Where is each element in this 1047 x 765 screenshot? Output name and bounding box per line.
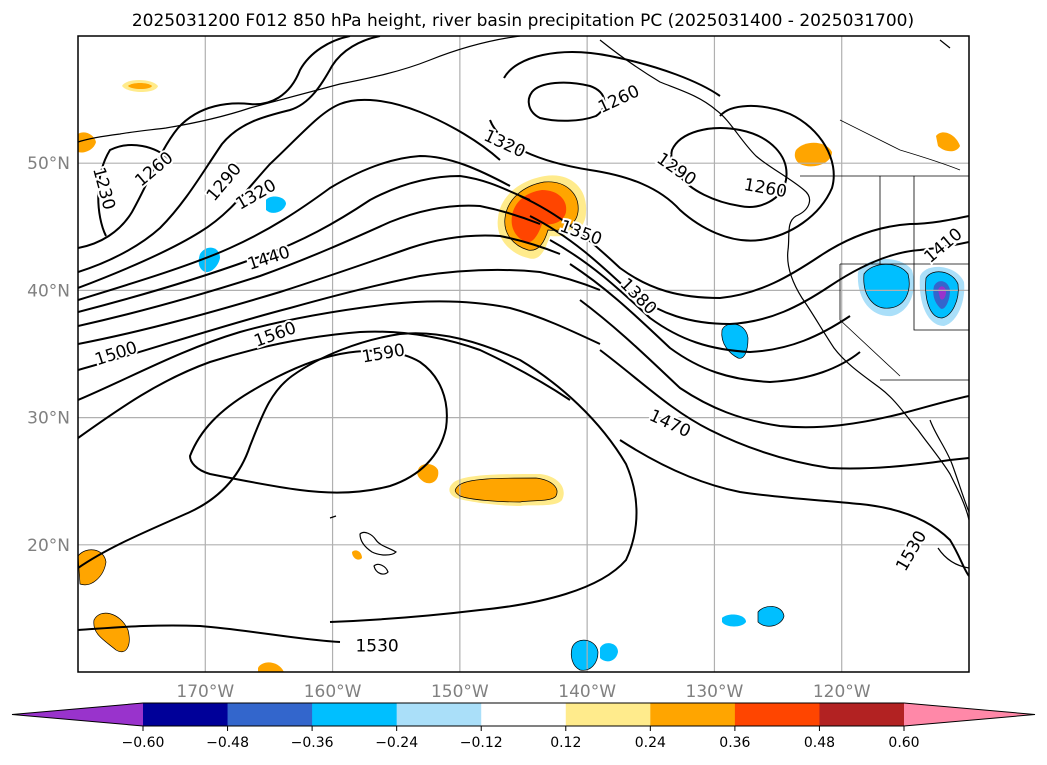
lon-tick-label: 140°W — [558, 682, 616, 702]
lat-tick-label: 20°N — [27, 536, 70, 556]
colorbar-bin — [734, 703, 820, 726]
colorbar-tick-label: 0.24 — [635, 735, 666, 751]
colorbar-bin — [819, 703, 905, 726]
precip-negative-area — [266, 196, 286, 213]
precip-positive-area — [93, 613, 130, 652]
coastlines — [78, 36, 969, 575]
colorbar-bin — [143, 703, 229, 726]
colorbar-tick-label: 0.60 — [888, 735, 919, 751]
gridlines — [78, 36, 969, 672]
precip-positive-area — [455, 478, 558, 502]
colorbar-tick-label: 0.12 — [550, 735, 581, 751]
political-borders — [800, 119, 969, 381]
contour-label: 1530 — [355, 637, 398, 657]
precip-negative-area — [571, 640, 598, 671]
colorbar-tick-label: −0.60 — [122, 735, 165, 751]
lon-tick-label: 160°W — [304, 682, 362, 702]
height-contours — [78, 36, 969, 643]
lat-tick-label: 50°N — [27, 154, 70, 174]
lon-tick-label: 130°W — [686, 682, 744, 702]
lat-tick-labels: 20°N 30°N 40°N 50°N — [27, 154, 70, 556]
colorbar-bin — [481, 703, 567, 726]
colorbar-bin — [227, 703, 313, 726]
colorbar-extend-high — [904, 703, 1035, 726]
precip-positive-area — [258, 662, 284, 672]
precip-positive-area — [936, 132, 960, 152]
colorbar-bin — [565, 703, 651, 726]
map-frame — [77, 35, 970, 673]
lat-tick-label: 40°N — [27, 281, 70, 301]
colorbar-tick-label: −0.24 — [375, 735, 418, 751]
precip-positive-area — [511, 190, 567, 243]
lon-tick-labels: 170°W 160°W 150°W 140°W 130°W 120°W — [176, 682, 870, 702]
lon-tick-label: 120°W — [813, 682, 871, 702]
precip-negative-area — [863, 264, 910, 309]
precip-negative-area — [722, 614, 746, 627]
colorbar-tick-label: 0.36 — [719, 735, 750, 751]
map-panel: 1230 1260 12901320144015001560159013201260… — [78, 36, 969, 672]
precip-positive-area — [128, 83, 152, 89]
colorbar-bin — [650, 703, 736, 726]
colorbar-tick-label: −0.48 — [206, 735, 249, 751]
map-title: 2025031200 F012 850 hPa height, river ba… — [132, 11, 914, 31]
lon-tick-label: 170°W — [176, 682, 234, 702]
precip-positive-area — [78, 549, 106, 585]
colorbar-tick-label: −0.36 — [291, 735, 334, 751]
precip-positive-area — [352, 550, 362, 560]
precip-outlines — [78, 181, 959, 671]
precip-negative-area — [758, 606, 784, 627]
precip-negative-area — [600, 643, 618, 662]
colorbar-tick-label: 0.48 — [804, 735, 835, 751]
colorbar-extend-low — [12, 703, 143, 726]
precip-positive-area — [794, 142, 832, 167]
precip-positive-area — [78, 132, 96, 153]
colorbar-bin — [312, 703, 398, 726]
colorbar-tick-label: −0.12 — [460, 735, 503, 751]
colorbar-bin — [396, 703, 482, 726]
lon-tick-label: 150°W — [431, 682, 489, 702]
colorbar: −0.60 −0.48 −0.36 −0.24 −0.12 0.12 0.24 0.36 0.4… — [11, 702, 1036, 751]
lat-tick-label: 30°N — [27, 409, 70, 429]
precip-negative-area — [938, 286, 946, 300]
